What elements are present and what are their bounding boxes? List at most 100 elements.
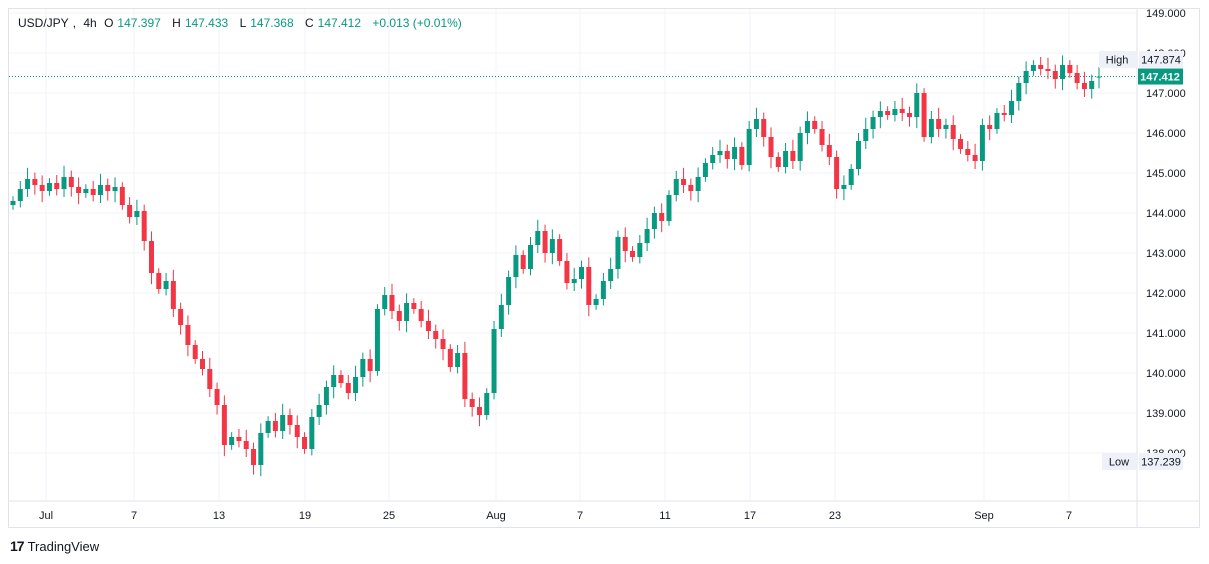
candle — [192, 340, 198, 364]
candle — [717, 139, 723, 163]
candle — [812, 116, 818, 134]
candle — [826, 133, 832, 165]
candle — [739, 142, 745, 170]
high-value: 147.433 — [184, 16, 229, 30]
high-label: High — [1106, 55, 1129, 67]
candle — [1016, 76, 1022, 111]
candle — [630, 246, 636, 262]
ohlc-legend: USD/JPY, 4h O 147.397 H 147.433 L 147.368 C… — [18, 16, 462, 30]
x-tick-label: 25 — [383, 510, 395, 522]
candle — [637, 235, 643, 264]
candle — [469, 392, 475, 417]
price-chart[interactable]: 138.000139.000140.000141.000142.000143.0… — [9, 9, 1199, 527]
candle — [958, 134, 964, 154]
candle — [841, 175, 847, 201]
tradingview-logo-icon: 17 — [10, 538, 25, 554]
candle — [200, 351, 206, 376]
symbol-label[interactable]: USD/JPY — [18, 16, 69, 30]
candle — [542, 224, 548, 263]
candle — [455, 345, 461, 374]
open-value: 147.397 — [117, 16, 161, 30]
candle — [382, 287, 388, 316]
candle — [229, 432, 235, 450]
candle — [178, 302, 184, 335]
candle — [119, 182, 125, 210]
candle — [1038, 57, 1044, 76]
candle — [338, 370, 344, 388]
y-tick-label: 145.000 — [1146, 168, 1186, 180]
close-label: C — [304, 16, 314, 30]
time-axis[interactable]: Jul 7 13 19 25 Aug 7 11 17 23 Sep 7 — [39, 510, 1072, 522]
candle — [1030, 60, 1036, 76]
candle — [885, 106, 891, 120]
candle — [491, 321, 497, 400]
interval-label[interactable]: 4h — [83, 16, 97, 30]
candle — [425, 309, 431, 339]
candle — [600, 273, 606, 306]
candle — [702, 158, 708, 182]
candle — [345, 375, 351, 400]
candle — [221, 395, 227, 457]
candle — [1074, 65, 1080, 90]
x-tick-label: 7 — [131, 510, 137, 522]
candle — [68, 170, 74, 197]
candle — [207, 357, 213, 397]
candle — [1052, 64, 1058, 89]
candle — [855, 133, 861, 176]
candle — [323, 380, 329, 415]
candle — [761, 112, 767, 147]
candle — [899, 97, 905, 121]
x-tick-label: 7 — [1066, 510, 1072, 522]
candle — [404, 293, 410, 333]
candle — [1081, 71, 1087, 97]
candle — [141, 204, 147, 251]
candle — [25, 167, 31, 197]
x-tick-label: 13 — [213, 510, 225, 522]
candle — [476, 397, 482, 427]
y-tick-label: 139.000 — [1146, 408, 1186, 420]
chart-frame[interactable]: 138.000139.000140.000141.000142.000143.0… — [8, 8, 1200, 528]
candle — [447, 344, 453, 372]
x-tick-label: Jul — [39, 510, 53, 522]
candle — [834, 150, 840, 199]
y-tick-label: 149.000 — [1146, 9, 1186, 20]
candle — [622, 227, 628, 263]
candle — [790, 139, 796, 169]
candle — [396, 304, 402, 331]
candle — [520, 250, 526, 274]
candle — [651, 206, 657, 239]
candle — [608, 257, 614, 289]
high-marker: High 147.874 — [1099, 51, 1183, 68]
candle — [462, 341, 468, 407]
candle — [105, 178, 111, 201]
candle — [921, 88, 927, 142]
candle — [848, 164, 854, 190]
candle — [46, 178, 52, 196]
candle — [148, 231, 154, 285]
candlestick-series — [10, 55, 1102, 477]
candle — [258, 423, 264, 477]
candle — [579, 260, 585, 289]
candle — [775, 152, 781, 172]
candle — [972, 143, 978, 169]
low-label: Low — [1109, 457, 1129, 469]
candle — [316, 393, 322, 425]
candle — [914, 83, 920, 129]
candle — [411, 298, 417, 314]
tradingview-logo[interactable]: 17 TradingView — [10, 538, 99, 554]
high-label: H — [172, 16, 181, 30]
candle — [309, 409, 315, 456]
candle — [389, 283, 395, 319]
candle — [302, 432, 308, 454]
x-tick-label: 19 — [299, 510, 311, 522]
candle — [360, 352, 366, 387]
low-marker: Low 137.239 — [1102, 453, 1183, 470]
candle — [1096, 67, 1102, 89]
candle — [688, 178, 694, 201]
candle — [367, 349, 373, 383]
candle — [61, 165, 67, 197]
candle — [156, 268, 162, 294]
candle — [170, 269, 176, 317]
candle — [586, 257, 592, 317]
candle — [112, 177, 118, 203]
